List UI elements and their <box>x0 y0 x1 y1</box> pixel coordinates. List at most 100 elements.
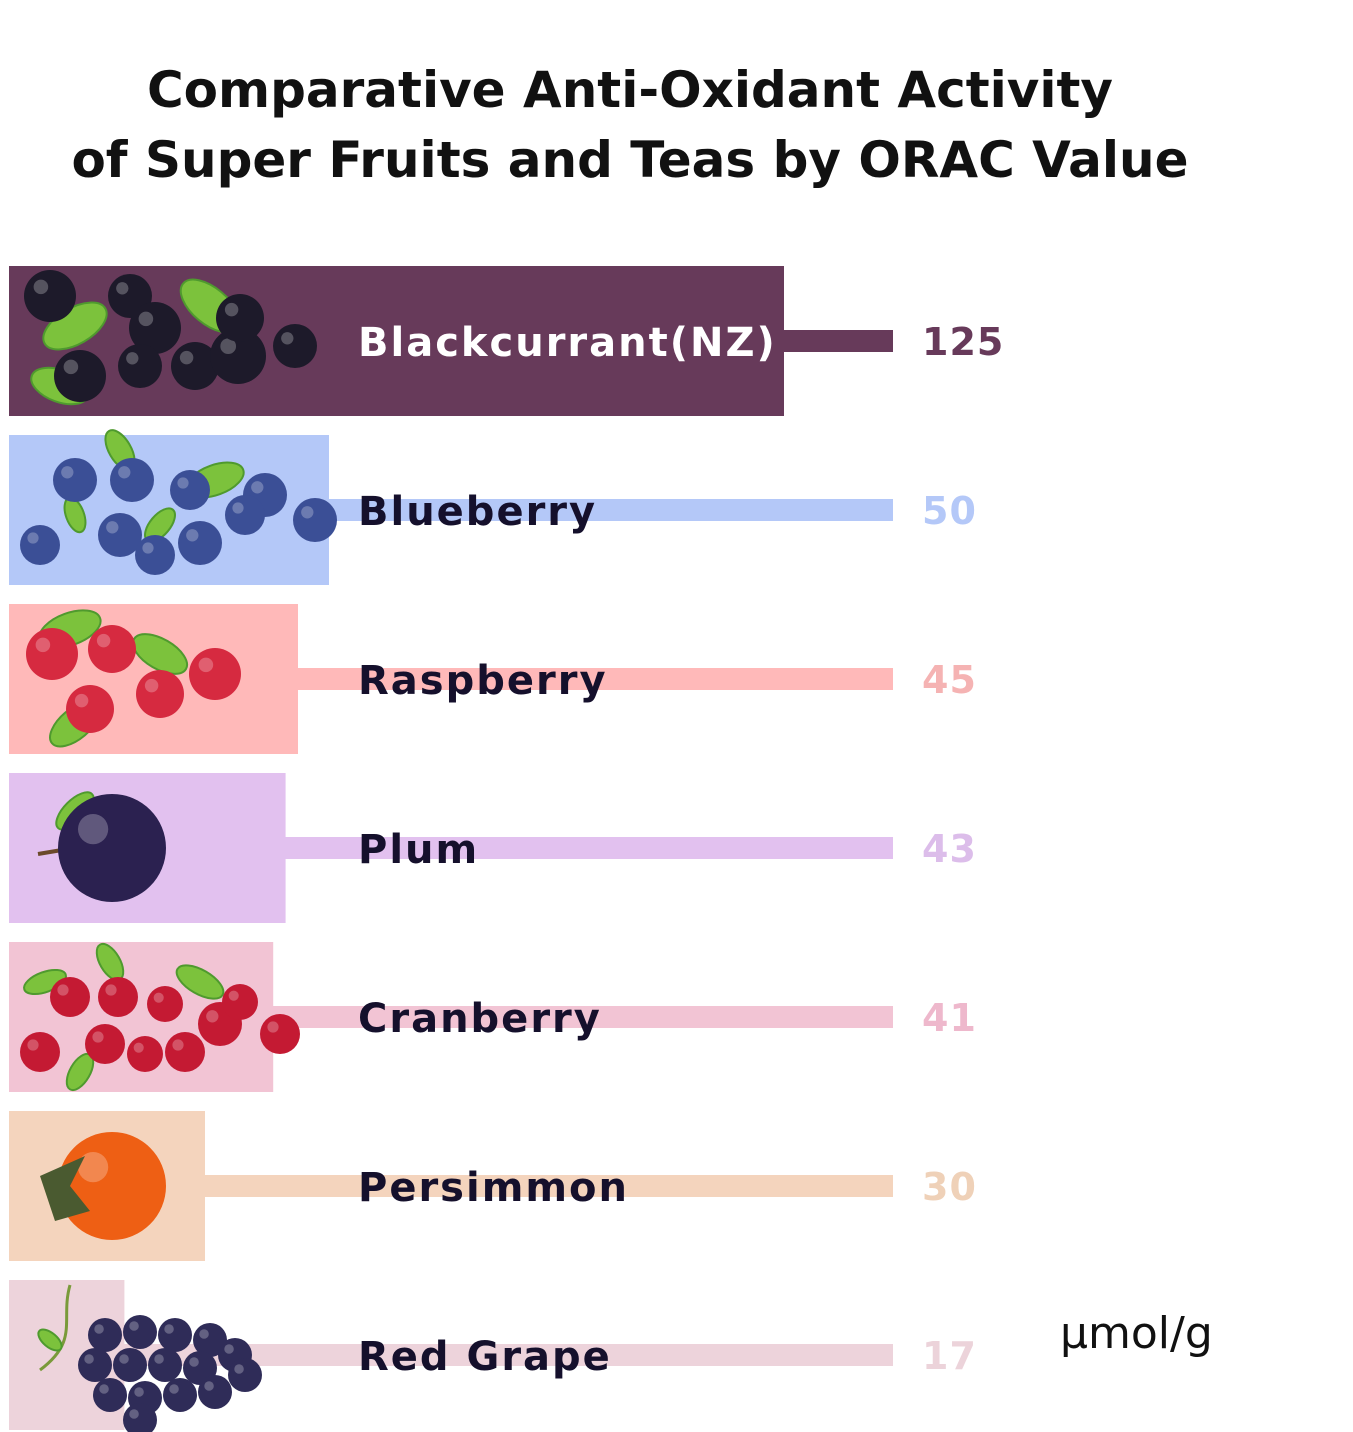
raspberry-berry-shine <box>74 693 89 708</box>
bar-group: Blackcurrant(NZ) 125 <box>9 266 1004 416</box>
value-label: 43 <box>922 827 977 871</box>
cranberry-icon <box>20 942 300 1092</box>
bar-group: Red Grape 17 <box>9 1280 977 1432</box>
blueberry-berry-shine <box>142 542 154 554</box>
plum-stem <box>37 848 63 856</box>
cranberry-berry-shine <box>27 1039 39 1051</box>
blackcurrant-berry <box>216 294 264 342</box>
cranberry-berry-shine <box>92 1031 104 1043</box>
category-label: Persimmon <box>358 1165 629 1211</box>
grape-berry <box>228 1358 262 1392</box>
grape-berry-shine <box>134 1387 144 1397</box>
blackcurrant-berry <box>54 350 106 402</box>
grape-berry <box>78 1348 112 1382</box>
bar-group: Plum 43 <box>9 773 977 923</box>
grape-berry <box>163 1378 197 1412</box>
blueberry-berry <box>98 513 142 557</box>
blueberry-icon <box>20 429 337 575</box>
category-label: Raspberry <box>358 658 608 704</box>
bars-layer: Blackcurrant(NZ) 125 Blueberry 50 Raspberry 4… <box>9 266 1004 1432</box>
blackcurrant-berry <box>210 328 266 384</box>
grape-berry-shine <box>129 1409 139 1419</box>
red-grape-icon <box>37 1284 262 1432</box>
raspberry-berry-shine <box>144 678 159 693</box>
grape-berry-shine <box>129 1321 139 1331</box>
leaf <box>175 964 225 1000</box>
cranberry-berry-shine <box>153 992 164 1003</box>
raspberry-berry <box>136 670 184 718</box>
raspberry-berry <box>66 685 114 733</box>
blueberry-berry <box>20 525 60 565</box>
blueberry-berry <box>178 521 222 565</box>
persimmon-calyx <box>40 1156 90 1221</box>
value-label: 125 <box>922 320 1004 364</box>
raspberry-berry-shine <box>198 657 214 673</box>
category-label: Red Grape <box>358 1334 612 1380</box>
blueberry-berry <box>293 498 337 542</box>
grape-berry <box>93 1378 127 1412</box>
cranberry-berry-shine <box>172 1039 184 1051</box>
blackcurrant-berry-shine <box>138 311 154 327</box>
blueberry-berry-shine <box>301 506 314 519</box>
grape-berry-shine <box>154 1354 164 1364</box>
category-label: Blueberry <box>358 489 597 535</box>
blackcurrant-berry <box>118 344 162 388</box>
leaf <box>131 633 189 675</box>
blackcurrant-berry-shine <box>179 350 194 365</box>
raspberry-berry-shine <box>96 633 111 648</box>
grape-berry <box>158 1318 192 1352</box>
blueberry-berry-shine <box>232 502 244 514</box>
cranberry-berry <box>85 1024 125 1064</box>
blueberry-berry-shine <box>251 481 264 494</box>
blackcurrant-berry <box>171 342 219 390</box>
chart-title-line-1: Comparative Anti-Oxidant Activity <box>146 61 1114 119</box>
blueberry-berry <box>135 535 175 575</box>
cranberry-berry <box>20 1032 60 1072</box>
plum-fruit-shine <box>77 813 109 845</box>
grape-berry <box>198 1375 232 1409</box>
cranberry-berry <box>260 1014 300 1054</box>
grape-berry-shine <box>224 1344 234 1354</box>
category-label: Cranberry <box>358 996 602 1042</box>
persimmon-fruit-shine <box>77 1151 109 1183</box>
grape-berry-shine <box>84 1354 94 1364</box>
blueberry-berry-shine <box>118 466 131 479</box>
raspberry-berry-shine <box>35 637 51 653</box>
plum-icon <box>37 791 166 902</box>
category-label: Blackcurrant(NZ) <box>358 320 777 366</box>
cranberry-berry <box>98 977 138 1017</box>
category-label: Plum <box>358 827 479 873</box>
blueberry-berry-shine <box>27 532 39 544</box>
blueberry-berry-shine <box>177 477 189 489</box>
grape-berry-shine <box>204 1381 214 1391</box>
blackcurrant-berry-shine <box>220 338 237 355</box>
cranberry-berry <box>147 986 183 1022</box>
cranberry-berry <box>222 984 258 1020</box>
blueberry-berry-shine <box>106 521 119 534</box>
bar-line <box>9 1175 893 1197</box>
value-label: 17 <box>922 1334 977 1378</box>
cranberry-berry-shine <box>228 990 239 1001</box>
blueberry-berry <box>110 458 154 502</box>
bar-group: Cranberry 41 <box>9 942 976 1092</box>
blueberry-berry <box>170 470 210 510</box>
grape-leaf <box>37 1328 63 1352</box>
cranberry-berry-shine <box>57 984 69 996</box>
blueberry-berry <box>225 495 265 535</box>
persimmon-fruit <box>58 1132 166 1240</box>
persimmon-icon <box>40 1132 166 1240</box>
blackcurrant-berry-shine <box>281 332 294 345</box>
blackcurrant-berry-shine <box>63 359 79 375</box>
raspberry-berry <box>189 648 241 700</box>
plum-fruit <box>58 794 166 902</box>
cranberry-berry-shine <box>133 1042 144 1053</box>
bar-group: Blueberry 50 <box>9 429 977 585</box>
grape-berry-shine <box>99 1384 109 1394</box>
raspberry-icon <box>26 609 241 748</box>
blackcurrant-berry-shine <box>224 302 239 317</box>
raspberry-berry <box>26 628 78 680</box>
grape-berry <box>193 1323 227 1357</box>
blackcurrant-berry-shine <box>116 282 129 295</box>
value-label: 50 <box>922 489 977 533</box>
